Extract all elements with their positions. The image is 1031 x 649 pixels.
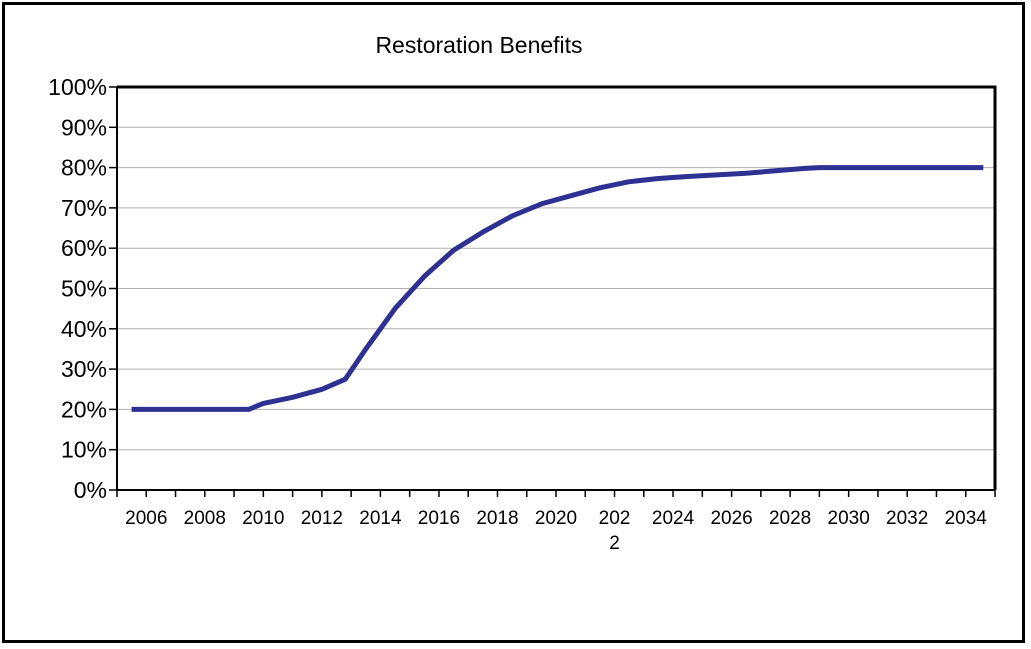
x-tick-label: 2032 xyxy=(886,508,928,529)
x-tick-label: 2016 xyxy=(418,508,460,529)
x-tick-label: 202 2 xyxy=(599,508,631,554)
x-tick-label: 2026 xyxy=(710,508,752,529)
x-tick-label: 2018 xyxy=(476,508,518,529)
x-tick-label: 2014 xyxy=(359,508,402,529)
series-line xyxy=(131,165,984,412)
y-tick-label: 30% xyxy=(61,356,107,382)
y-tick-label: 60% xyxy=(61,235,107,261)
y-tick-label: 70% xyxy=(61,195,107,221)
y-tick-label: 40% xyxy=(61,316,107,342)
y-tick-label: 90% xyxy=(61,114,107,140)
x-tick-label: 2008 xyxy=(184,508,226,529)
y-tick-label: 0% xyxy=(74,477,107,503)
chart-title: Restoration Benefits xyxy=(375,32,582,58)
y-tick-label: 10% xyxy=(61,437,107,463)
x-tick-label: 2030 xyxy=(828,508,870,529)
x-tick-label: 2024 xyxy=(652,508,695,529)
y-tick-labels: 0% 10% 20% 30% 40% 50% 60% 70% 80% 90% 100% xyxy=(48,74,107,503)
grid-lines xyxy=(117,126,995,451)
y-tick-label: 100% xyxy=(48,74,107,100)
series-layer xyxy=(131,165,984,412)
y-tick-label: 80% xyxy=(61,155,107,181)
y-tick-label: 20% xyxy=(61,396,107,422)
x-tick-label: 2010 xyxy=(242,508,284,529)
x-tick-label: 2012 xyxy=(301,508,343,529)
x-tick-label: 2020 xyxy=(535,508,577,529)
x-tick-label: 2006 xyxy=(125,508,167,529)
axes xyxy=(109,85,997,497)
x-tick-label: 2034 xyxy=(945,508,988,529)
x-tick-labels: 2006 2008 2010 2012 2014 2016 2018 2020 202 2 2024… xyxy=(125,508,987,554)
y-tick-label: 50% xyxy=(61,276,107,302)
x-tick-label: 2028 xyxy=(769,508,811,529)
